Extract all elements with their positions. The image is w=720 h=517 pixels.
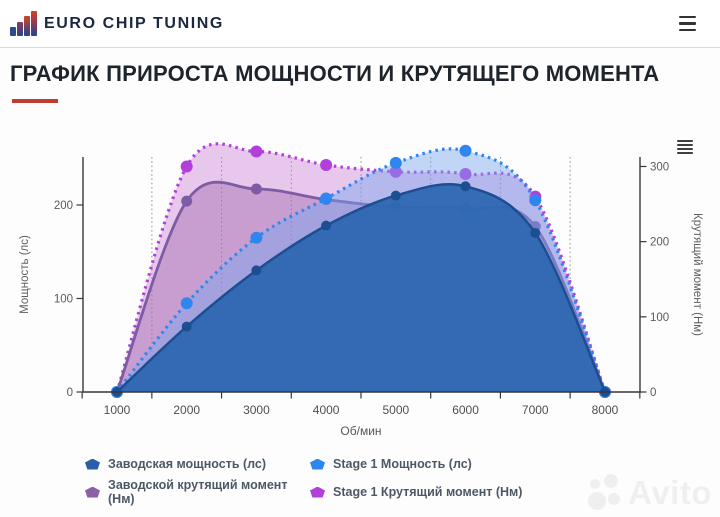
svg-text:7000: 7000 — [522, 403, 549, 417]
legend-label: Stage 1 Крутящий момент (Нм) — [333, 485, 523, 499]
title-block: ГРАФИК ПРИРОСТА МОЩНОСТИ И КРУТЯЩЕГО МОМ… — [0, 48, 720, 103]
legend-label: Заводская мощность (лс) — [108, 457, 267, 471]
legend-marker-stock-torque-icon — [85, 486, 100, 498]
legend-item-stock-power[interactable]: Заводская мощность (лс) — [85, 457, 310, 471]
brand-logo-bars-icon — [10, 11, 37, 36]
page-title: ГРАФИК ПРИРОСТА МОЩНОСТИ И КРУТЯЩЕГО МОМ… — [10, 61, 660, 86]
svg-text:0: 0 — [650, 387, 656, 399]
title-underline — [12, 99, 58, 103]
brand-name: EURO CHIP TUNING — [44, 14, 224, 32]
app-header: EURO CHIP TUNING — [0, 0, 720, 48]
svg-text:1000: 1000 — [104, 403, 131, 417]
svg-text:2000: 2000 — [173, 403, 200, 417]
svg-text:Мощность (лс): Мощность (лс) — [19, 235, 31, 314]
svg-text:200: 200 — [54, 200, 73, 212]
svg-text:0: 0 — [67, 387, 73, 399]
svg-text:5000: 5000 — [382, 403, 409, 417]
chart-menu-icon[interactable] — [674, 137, 696, 157]
svg-text:4000: 4000 — [313, 403, 340, 417]
legend-item-stage1-torque[interactable]: Stage 1 Крутящий момент (Нм) — [310, 478, 720, 506]
svg-text:3000: 3000 — [243, 403, 270, 417]
legend-item-stock-torque[interactable]: Заводской крутящий момент (Нм) — [85, 478, 310, 506]
svg-text:6000: 6000 — [452, 403, 479, 417]
svg-text:200: 200 — [650, 237, 669, 249]
svg-text:100: 100 — [650, 312, 669, 324]
svg-text:Крутящий момент (Нм): Крутящий момент (Нм) — [691, 213, 703, 336]
legend-label: Заводской крутящий момент (Нм) — [108, 478, 288, 506]
legend-marker-stock-power-icon — [85, 458, 100, 470]
legend-marker-stage1-power-icon — [310, 458, 325, 470]
menu-icon[interactable] — [677, 12, 698, 35]
svg-text:100: 100 — [54, 294, 73, 306]
content: ГРАФИК ПРИРОСТА МОЩНОСТИ И КРУТЯЩЕГО МОМ… — [0, 48, 720, 517]
legend-marker-stage1-torque-icon — [310, 486, 325, 498]
brand[interactable]: EURO CHIP TUNING — [10, 11, 224, 36]
legend-item-stage1-power[interactable]: Stage 1 Мощность (лс) — [310, 457, 720, 471]
svg-text:Об/мин: Об/мин — [340, 424, 381, 438]
chart-legend: Заводская мощность (лс) Stage 1 Мощность… — [0, 457, 720, 506]
svg-text:8000: 8000 — [592, 403, 619, 417]
chart: 0 100 200 0 100 200 300 1000 2000 3000 4000 5000 600… — [0, 127, 720, 445]
svg-text:300: 300 — [650, 161, 669, 173]
series-Заводская мощность (лс) — [112, 181, 610, 397]
legend-label: Stage 1 Мощность (лс) — [333, 457, 472, 471]
